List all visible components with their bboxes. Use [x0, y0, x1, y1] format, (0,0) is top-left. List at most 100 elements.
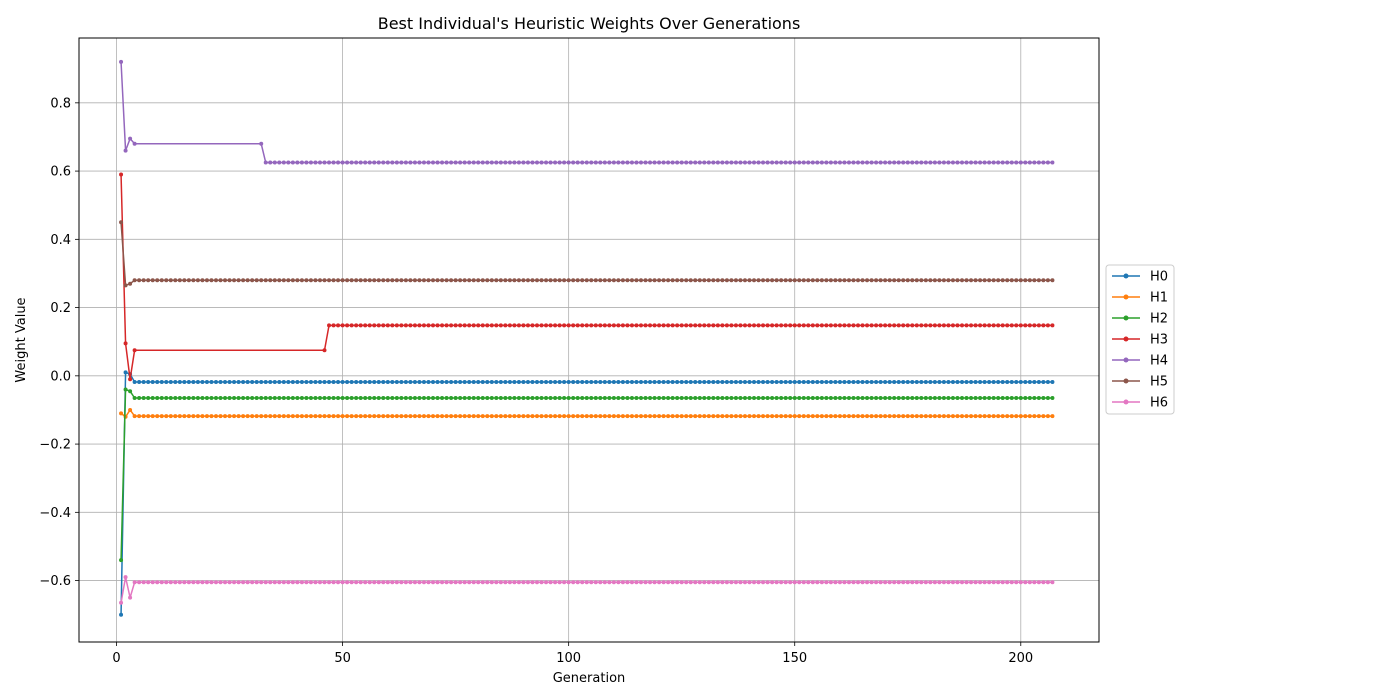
data-point	[1009, 278, 1014, 283]
data-point	[629, 580, 634, 585]
data-point	[742, 414, 747, 419]
data-point	[910, 414, 915, 419]
data-point	[960, 396, 965, 401]
data-point	[883, 414, 888, 419]
data-point	[191, 580, 196, 585]
data-point	[978, 414, 983, 419]
data-point	[512, 379, 517, 384]
data-point	[946, 323, 951, 328]
data-point	[611, 278, 616, 283]
data-point	[1023, 278, 1028, 283]
data-point	[150, 278, 155, 283]
data-point	[516, 160, 521, 165]
data-point	[349, 379, 354, 384]
data-point	[670, 379, 675, 384]
data-point	[403, 580, 408, 585]
data-point	[638, 160, 643, 165]
data-point	[480, 414, 485, 419]
data-point	[1036, 323, 1041, 328]
data-point	[901, 278, 906, 283]
data-point	[661, 160, 666, 165]
data-point	[336, 323, 341, 328]
data-point	[408, 323, 413, 328]
data-point	[797, 396, 802, 401]
data-point	[286, 160, 291, 165]
data-point	[1041, 323, 1046, 328]
data-point	[923, 396, 928, 401]
data-point	[806, 580, 811, 585]
data-point	[440, 323, 445, 328]
data-point	[914, 580, 919, 585]
data-point	[241, 278, 246, 283]
data-point	[670, 160, 675, 165]
data-point	[883, 323, 888, 328]
y-axis-label: Weight Value	[14, 297, 29, 382]
data-point	[724, 323, 729, 328]
data-point	[611, 396, 616, 401]
data-point	[648, 580, 653, 585]
data-point	[507, 414, 512, 419]
data-point	[119, 600, 124, 605]
data-point	[223, 278, 228, 283]
data-point	[263, 414, 268, 419]
data-point	[684, 160, 689, 165]
data-point	[363, 278, 368, 283]
data-point	[738, 414, 743, 419]
data-point	[544, 323, 549, 328]
data-point	[688, 160, 693, 165]
data-point	[697, 323, 702, 328]
data-point	[589, 414, 594, 419]
data-point	[494, 160, 499, 165]
series-h0	[119, 370, 1055, 617]
data-point	[476, 414, 481, 419]
data-point	[354, 323, 359, 328]
data-point	[937, 396, 942, 401]
data-point	[150, 396, 155, 401]
data-point	[241, 580, 246, 585]
data-point	[634, 580, 639, 585]
data-point	[869, 396, 874, 401]
data-point	[851, 414, 856, 419]
data-point	[684, 396, 689, 401]
data-point	[394, 278, 399, 283]
data-point	[204, 580, 209, 585]
data-point	[792, 414, 797, 419]
data-point	[245, 278, 250, 283]
data-point	[711, 278, 716, 283]
data-point	[408, 396, 413, 401]
data-point	[1023, 379, 1028, 384]
data-point	[688, 414, 693, 419]
data-point	[525, 323, 530, 328]
data-point	[1014, 396, 1019, 401]
data-point	[141, 379, 146, 384]
data-point	[150, 414, 155, 419]
data-point	[132, 396, 137, 401]
data-point	[530, 278, 535, 283]
data-point	[914, 160, 919, 165]
data-point	[1000, 278, 1005, 283]
data-point	[684, 278, 689, 283]
data-point	[901, 379, 906, 384]
data-point	[887, 160, 892, 165]
data-point	[182, 414, 187, 419]
data-point	[747, 160, 752, 165]
data-point	[801, 323, 806, 328]
data-point	[616, 580, 621, 585]
data-point	[525, 278, 530, 283]
data-point	[941, 396, 946, 401]
data-point	[729, 580, 734, 585]
data-point	[462, 323, 467, 328]
data-point	[788, 580, 793, 585]
data-point	[770, 396, 775, 401]
data-point	[666, 379, 671, 384]
data-point	[263, 396, 268, 401]
data-point	[164, 379, 169, 384]
data-point	[123, 370, 128, 375]
data-point	[761, 379, 766, 384]
data-point	[399, 160, 404, 165]
data-point	[128, 389, 133, 394]
data-point	[846, 160, 851, 165]
data-point	[969, 580, 974, 585]
data-point	[652, 414, 657, 419]
data-point	[833, 323, 838, 328]
